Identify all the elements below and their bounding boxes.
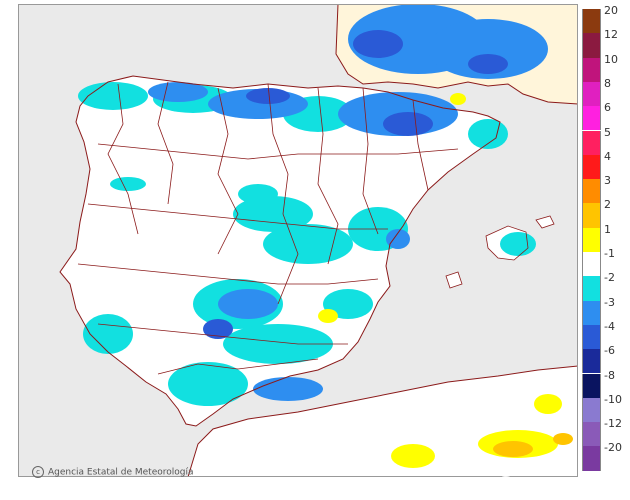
legend-swatch bbox=[582, 227, 601, 252]
legend-label: -2 bbox=[604, 271, 615, 285]
patch bbox=[450, 93, 466, 105]
legend-label: -1 bbox=[604, 247, 615, 260]
legend-swatch bbox=[582, 397, 601, 423]
border bbox=[97, 143, 459, 160]
border bbox=[87, 203, 388, 230]
france-border bbox=[335, 3, 579, 105]
legend-label: 8 bbox=[604, 76, 611, 90]
menorca-coastline bbox=[535, 215, 555, 229]
legend-label: -12 bbox=[604, 417, 622, 431]
patch bbox=[233, 196, 313, 232]
border bbox=[412, 99, 429, 191]
patch bbox=[500, 232, 536, 256]
border bbox=[97, 323, 348, 345]
legend-swatch bbox=[582, 252, 601, 277]
patch bbox=[383, 112, 433, 136]
legend-swatch bbox=[582, 33, 601, 58]
iberia-coastline bbox=[59, 75, 501, 427]
legend-swatch bbox=[582, 300, 601, 325]
legend-swatch bbox=[582, 57, 601, 82]
patch bbox=[493, 441, 533, 457]
legend-swatch bbox=[582, 422, 601, 447]
watermark-text: gemer bbox=[500, 456, 567, 478]
mallorca-coastline bbox=[485, 225, 529, 261]
legend-label: 1 bbox=[604, 222, 611, 236]
legend-label: -6 bbox=[604, 344, 615, 358]
patch bbox=[386, 229, 410, 249]
patch bbox=[78, 82, 148, 110]
patch bbox=[168, 362, 248, 406]
map-border bbox=[18, 4, 578, 477]
legend-swatch bbox=[582, 276, 601, 301]
patch bbox=[203, 319, 233, 339]
legend-label: -8 bbox=[604, 368, 615, 382]
patch bbox=[148, 82, 208, 102]
anomaly-patches-orange bbox=[493, 433, 573, 457]
legend-label: -4 bbox=[604, 319, 615, 333]
africa-land bbox=[188, 366, 578, 477]
legend-label: 6 bbox=[604, 101, 611, 115]
legend-swatch bbox=[582, 9, 601, 34]
patch bbox=[318, 309, 338, 323]
anomaly-patches-cyan bbox=[78, 82, 536, 406]
border bbox=[267, 83, 299, 305]
legend-swatch bbox=[582, 446, 601, 471]
legend-swatch bbox=[582, 373, 601, 398]
border bbox=[157, 81, 174, 205]
legend-swatch bbox=[582, 154, 601, 180]
legend-swatch bbox=[582, 179, 601, 204]
patch bbox=[83, 314, 133, 354]
map-canvas bbox=[18, 3, 579, 478]
legend-label: 4 bbox=[604, 149, 611, 163]
patch bbox=[468, 54, 508, 74]
patch bbox=[110, 177, 146, 191]
patch bbox=[246, 88, 290, 104]
copyright-icon: c bbox=[32, 466, 44, 478]
anomaly-patches-darkblue bbox=[203, 30, 508, 339]
patch bbox=[218, 289, 278, 319]
patch bbox=[534, 394, 562, 414]
legend-swatch bbox=[582, 324, 601, 350]
border bbox=[317, 87, 339, 265]
legend-swatch bbox=[582, 81, 601, 107]
patch bbox=[263, 224, 353, 264]
legend-label: 5 bbox=[604, 125, 611, 139]
ibiza-coastline bbox=[445, 271, 463, 289]
border bbox=[77, 263, 379, 285]
patch bbox=[428, 19, 548, 79]
legend-label: 3 bbox=[604, 174, 611, 188]
patch bbox=[353, 30, 403, 58]
africa-coastline bbox=[187, 365, 579, 478]
anomaly-map bbox=[18, 3, 579, 478]
border bbox=[157, 358, 319, 375]
legend-label: -20 bbox=[604, 441, 622, 455]
patch bbox=[468, 119, 508, 149]
legend-label: -10 bbox=[604, 392, 622, 406]
legend-label: 2 bbox=[604, 198, 611, 212]
border bbox=[362, 87, 379, 235]
patch bbox=[553, 433, 573, 445]
credit-line: c Agencia Estatal de Meteorología bbox=[32, 466, 194, 478]
legend-swatch bbox=[582, 130, 601, 155]
patch bbox=[253, 377, 323, 401]
legend-label: 20 bbox=[604, 4, 618, 17]
patch bbox=[223, 324, 333, 364]
border bbox=[217, 87, 239, 255]
patch bbox=[238, 184, 278, 204]
credit-text: Agencia Estatal de Meteorología bbox=[48, 467, 194, 478]
legend-swatch bbox=[582, 106, 601, 131]
legend-label: -3 bbox=[604, 295, 615, 309]
legend-swatch bbox=[582, 349, 601, 374]
ibiza-land bbox=[446, 272, 462, 288]
legend-label: 10 bbox=[604, 52, 618, 66]
province-borders bbox=[77, 81, 459, 375]
border bbox=[107, 83, 139, 235]
legend-swatch bbox=[582, 203, 601, 228]
color-legend: 20 12 10 8 6 5 4 3 2 1 -1 -2 -3 -4 -6 -8 -10 -12 -20 bbox=[582, 5, 628, 477]
legend-label: 12 bbox=[604, 28, 618, 42]
patch bbox=[391, 444, 435, 468]
